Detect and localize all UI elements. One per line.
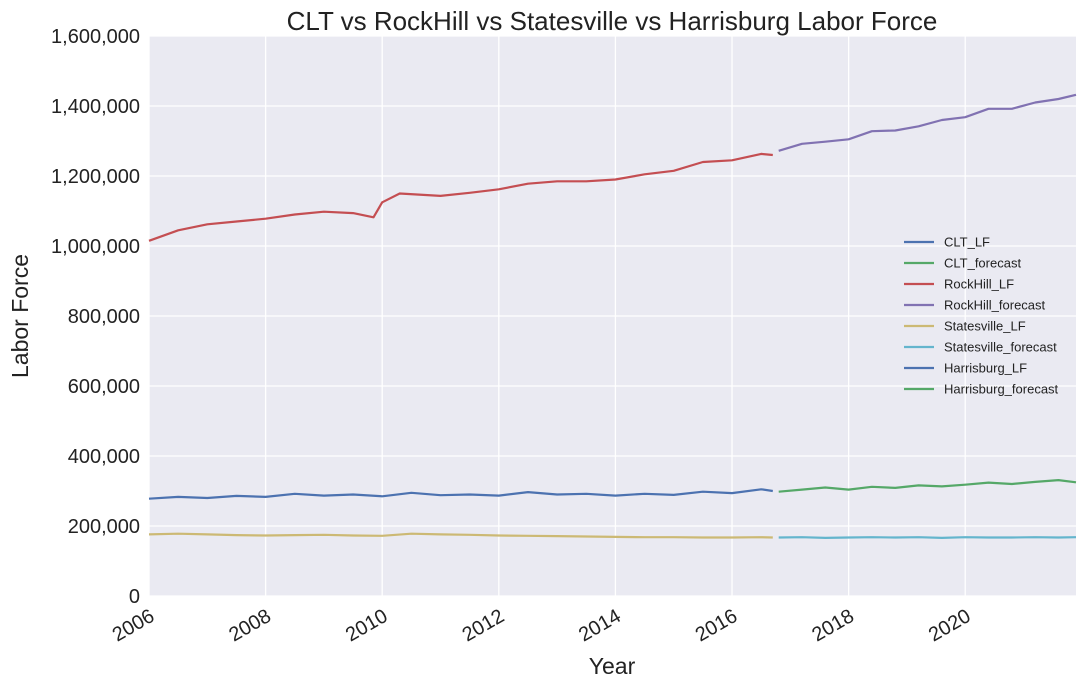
y-tick-label: 200,000 bbox=[68, 516, 140, 538]
series-line-statesville-forecast bbox=[778, 536, 1077, 539]
legend-label: RockHill_forecast bbox=[944, 298, 1046, 313]
legend-label: Statesville_LF bbox=[944, 319, 1026, 334]
series-line-clt-lf bbox=[148, 488, 773, 500]
y-tick-label: 1,400,000 bbox=[51, 96, 140, 118]
x-tick-labels: 2006 2008 2010 2012 2014 2016 2018 2020 bbox=[109, 605, 975, 646]
gridlines bbox=[148, 35, 1076, 597]
x-tick-label: 2014 bbox=[575, 605, 625, 646]
series-line-rockhill-forecast bbox=[778, 93, 1077, 152]
x-tick-label: 2010 bbox=[342, 605, 392, 646]
x-tick-label: 2018 bbox=[808, 605, 858, 646]
chart-title: CLT vs RockHill vs Statesville vs Harris… bbox=[287, 6, 938, 36]
x-tick-label: 2008 bbox=[225, 605, 275, 646]
y-tick-label: 0 bbox=[129, 586, 140, 608]
legend-label: CLT_LF bbox=[944, 235, 990, 250]
y-tick-label: 1,000,000 bbox=[51, 236, 140, 258]
y-tick-label: 400,000 bbox=[68, 446, 140, 468]
legend-label: Statesville_forecast bbox=[944, 340, 1057, 355]
x-axis-label: Year bbox=[589, 653, 636, 679]
y-tick-label: 800,000 bbox=[68, 306, 140, 328]
x-tick-label: 2020 bbox=[925, 605, 975, 646]
x-tick-label: 2016 bbox=[692, 605, 742, 646]
y-tick-labels: 0 200,000 400,000 600,000 800,000 1,000,000 1,… bbox=[51, 26, 140, 608]
y-tick-label: 1,600,000 bbox=[51, 26, 140, 48]
series-line-rockhill-lf bbox=[148, 152, 773, 242]
legend-label: Harrisburg_forecast bbox=[944, 382, 1059, 397]
series-layer bbox=[148, 93, 1077, 539]
x-tick-label: 2012 bbox=[459, 605, 509, 646]
y-axis-label: Labor Force bbox=[7, 254, 33, 378]
legend-label: Harrisburg_LF bbox=[944, 361, 1027, 376]
y-tick-label: 1,200,000 bbox=[51, 166, 140, 188]
legend: CLT_LF CLT_forecast RockHill_LF RockHill_fo… bbox=[904, 235, 1059, 397]
legend-label: RockHill_LF bbox=[944, 277, 1014, 292]
y-tick-label: 600,000 bbox=[68, 376, 140, 398]
legend-label: CLT_forecast bbox=[944, 256, 1021, 271]
x-tick-label: 2006 bbox=[109, 605, 159, 646]
series-line-clt-forecast bbox=[778, 479, 1077, 493]
series-line-statesville-lf bbox=[148, 532, 773, 539]
